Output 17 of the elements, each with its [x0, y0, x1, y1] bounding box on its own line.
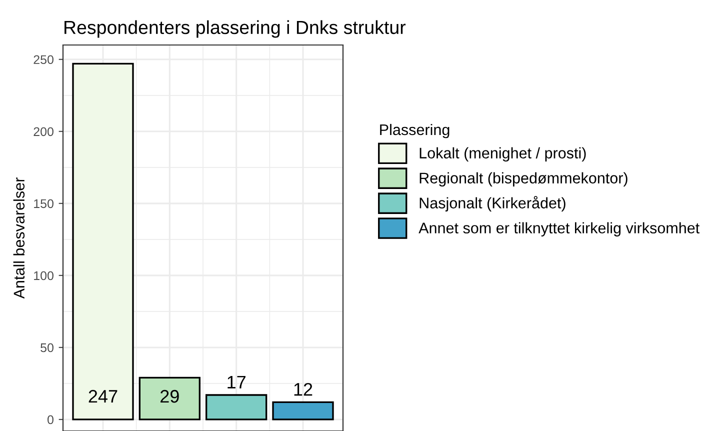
y-tick-label: 0: [48, 415, 54, 424]
data-label: 247: [88, 390, 118, 403]
legend-label: Annet som er tilknyttet kirkelig virksomhet: [418, 222, 700, 236]
data-label: 12: [294, 382, 312, 396]
legend-title: Plassering: [380, 124, 450, 138]
y-axis-title: Antall besvarelser: [13, 178, 25, 299]
y-tick-label: 150: [34, 199, 54, 208]
y-tick-label: 50: [40, 343, 54, 352]
legend-label: Lokalt (menighet / prosti): [420, 147, 586, 162]
y-tick-label: 100: [34, 271, 54, 280]
y-tick-label: 250: [34, 55, 54, 64]
data-label: 17: [228, 376, 246, 388]
legend-label: Nasjonalt (Kirkerådet): [420, 196, 566, 212]
y-tick-label: 200: [34, 127, 54, 136]
data-label: 29: [160, 390, 179, 403]
chart-title: Respondenters plassering i Dnks struktur: [64, 20, 406, 38]
legend-label: Regionalt (bispedømmekontor): [420, 172, 628, 186]
